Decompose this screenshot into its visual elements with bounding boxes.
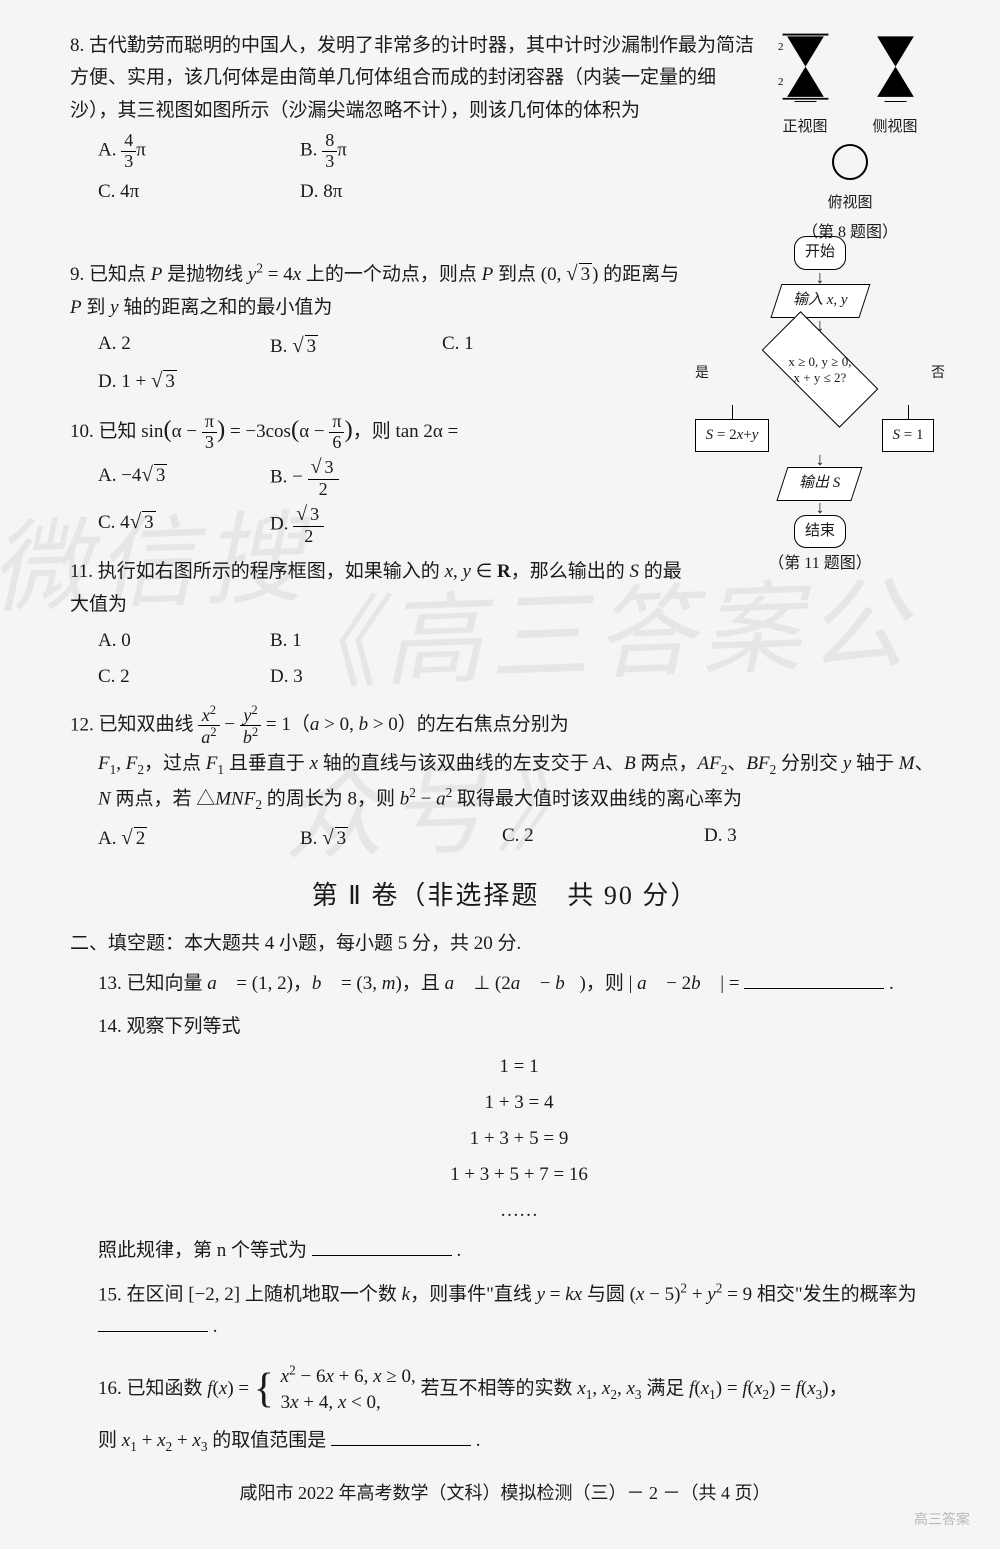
section-2-title: 第 Ⅱ 卷（非选择题 共 90 分） <box>70 874 940 918</box>
q11-number: 11. <box>70 561 93 582</box>
q12-number: 12. <box>70 714 94 735</box>
q14-equations: 1 = 1 1 + 3 = 4 1 + 3 + 5 = 9 1 + 3 + 5 … <box>98 1049 940 1229</box>
q8-side-label: 侧视图 <box>868 115 923 141</box>
question-16: 16. 已知函数 f(x) = { x2 − 6x + 6, x ≥ 0, 3x… <box>98 1354 940 1458</box>
q16-blank[interactable] <box>331 1425 471 1446</box>
q10-option-c: C. 4√3 <box>98 504 258 547</box>
q16-number: 16. <box>98 1378 122 1399</box>
q15-tail: . <box>213 1316 218 1337</box>
brace-icon: { <box>254 1366 274 1412</box>
q16-piecewise: x2 − 6x + 6, x ≥ 0, 3x + 4, x < 0, <box>281 1361 416 1417</box>
q10-option-d: D. √32 <box>270 504 430 547</box>
q12-option-c: C. 2 <box>502 820 692 856</box>
q9-option-b: B. √3 <box>270 328 430 364</box>
question-12: 12. 已知双曲线 x2a2 − y2b2 = 1（a > 0, b > 0）的… <box>70 704 940 856</box>
q8-top-label: 俯视图 <box>760 191 940 217</box>
q10-option-a: A. −4√3 <box>98 457 258 500</box>
q16-mid: 若互不相等的实数 x1, x2, x3 满足 f(x1) = f(x2) = f… <box>421 1378 848 1399</box>
question-8: 2 2 2 正视图 2 侧视图 俯视图 （第 8 题图） <box>70 30 940 246</box>
section-2-subtitle: 二、填空题：本大题共 4 小题，每小题 5 分，共 20 分. <box>70 928 940 960</box>
q11-text: 执行如右图所示的程序框图，如果输入的 x, y ∈ R，那么输出的 S 的最大值… <box>70 561 682 614</box>
q12-option-a: A. √2 <box>98 820 288 856</box>
q11-option-a: A. 0 <box>98 625 258 657</box>
svg-text:2: 2 <box>801 103 806 104</box>
q12-text-l2: F1, F2，过点 F1 且垂直于 x 轴的直线与该双曲线的左支交于 A、B 两… <box>98 748 940 816</box>
q12-option-d: D. 3 <box>704 820 894 856</box>
q13-blank[interactable] <box>744 969 884 990</box>
q8-front-label: 正视图 <box>778 115 833 141</box>
q9-option-c: C. 1 <box>442 328 602 364</box>
q10-text: 已知 sin(α − π3) = −3cos(α − π6)，则 tan 2α … <box>99 421 459 442</box>
q9-option-a: A. 2 <box>98 328 258 364</box>
q8-option-a: A. 43π <box>98 131 288 172</box>
q8-option-d: D. 8π <box>300 176 600 208</box>
page-footer: 咸阳市 2022 年高考数学（文科）模拟检测（三）－ 2 －（共 4 页） <box>70 1478 940 1509</box>
q16-text-pre: 已知函数 f(x) = <box>127 1378 254 1399</box>
q14-tail-pre: 照此规律，第 n 个等式为 <box>98 1240 307 1261</box>
q11-option-d: D. 3 <box>270 661 430 693</box>
q11-option-c: C. 2 <box>98 661 258 693</box>
q14-tail-post: . <box>457 1240 462 1261</box>
q8-number: 8. <box>70 35 84 56</box>
question-11: 11. 执行如右图所示的程序框图，如果输入的 x, y ∈ R，那么输出的 S … <box>70 556 940 693</box>
question-10: 10. 已知 sin(α − π3) = −3cos(α − π6)，则 tan… <box>70 409 940 546</box>
q10-option-b: B. − √32 <box>270 457 430 500</box>
question-15: 15. 在区间 [−2, 2] 上随机地取一个数 k，则事件"直线 y = kx… <box>98 1278 940 1344</box>
q14-text: 观察下列等式 <box>127 1016 241 1037</box>
q13-tail: . <box>889 973 894 994</box>
q9-option-d: D. 1 + √3 <box>98 363 258 399</box>
q15-text: 在区间 [−2, 2] 上随机地取一个数 k，则事件"直线 y = kx 与圆 … <box>127 1284 917 1305</box>
hourglass-side-icon: 2 <box>868 30 923 103</box>
q8-option-c: C. 4π <box>98 176 288 208</box>
q12-option-b: B. √3 <box>300 820 490 856</box>
svg-text:2: 2 <box>778 41 784 53</box>
q13-text: 已知向量 a⃗ = (1, 2)，b⃗ = (3, m)，且 a⃗ ⊥ (2a⃗… <box>127 973 745 994</box>
q14-blank[interactable] <box>312 1236 452 1257</box>
q16-line2-pre: 则 x1 + x2 + x3 的取值范围是 <box>98 1430 326 1451</box>
q16-tail: . <box>476 1430 481 1451</box>
q9-number: 9. <box>70 264 84 285</box>
hourglass-front-icon: 2 2 2 <box>778 30 833 103</box>
q13-number: 13. <box>98 973 122 994</box>
circle-top-view-icon <box>832 144 868 180</box>
svg-text:2: 2 <box>891 103 896 104</box>
q8-figure: 2 2 2 正视图 2 侧视图 俯视图 （第 8 题图） <box>760 30 940 246</box>
q10-number: 10. <box>70 421 94 442</box>
q15-blank[interactable] <box>98 1311 208 1332</box>
q8-caption: （第 8 题图） <box>760 219 940 246</box>
q15-number: 15. <box>98 1284 122 1305</box>
question-9: 9. 已知点 P 是抛物线 y2 = 4x 上的一个动点，则点 P 到点 (0,… <box>70 256 940 399</box>
question-14: 14. 观察下列等式 1 = 1 1 + 3 = 4 1 + 3 + 5 = 9… <box>98 1011 940 1268</box>
q8-option-b: B. 83π <box>300 131 600 172</box>
q8-text: 古代勤劳而聪明的中国人，发明了非常多的计时器，其中计时沙漏制作最为简洁方便、实用… <box>70 35 754 121</box>
svg-text:2: 2 <box>778 76 784 88</box>
q14-number: 14. <box>98 1016 122 1037</box>
q12-text-l1: 已知双曲线 x2a2 − y2b2 = 1（a > 0, b > 0）的左右焦点… <box>99 714 569 735</box>
q11-option-b: B. 1 <box>270 625 430 657</box>
q9-text: 已知点 P 是抛物线 y2 = 4x 上的一个动点，则点 P 到点 (0, √3… <box>70 264 679 318</box>
question-13: 13. 已知向量 a⃗ = (1, 2)，b⃗ = (3, m)，且 a⃗ ⊥ … <box>98 968 940 1000</box>
corner-watermark: 高三答案 <box>914 1509 970 1533</box>
